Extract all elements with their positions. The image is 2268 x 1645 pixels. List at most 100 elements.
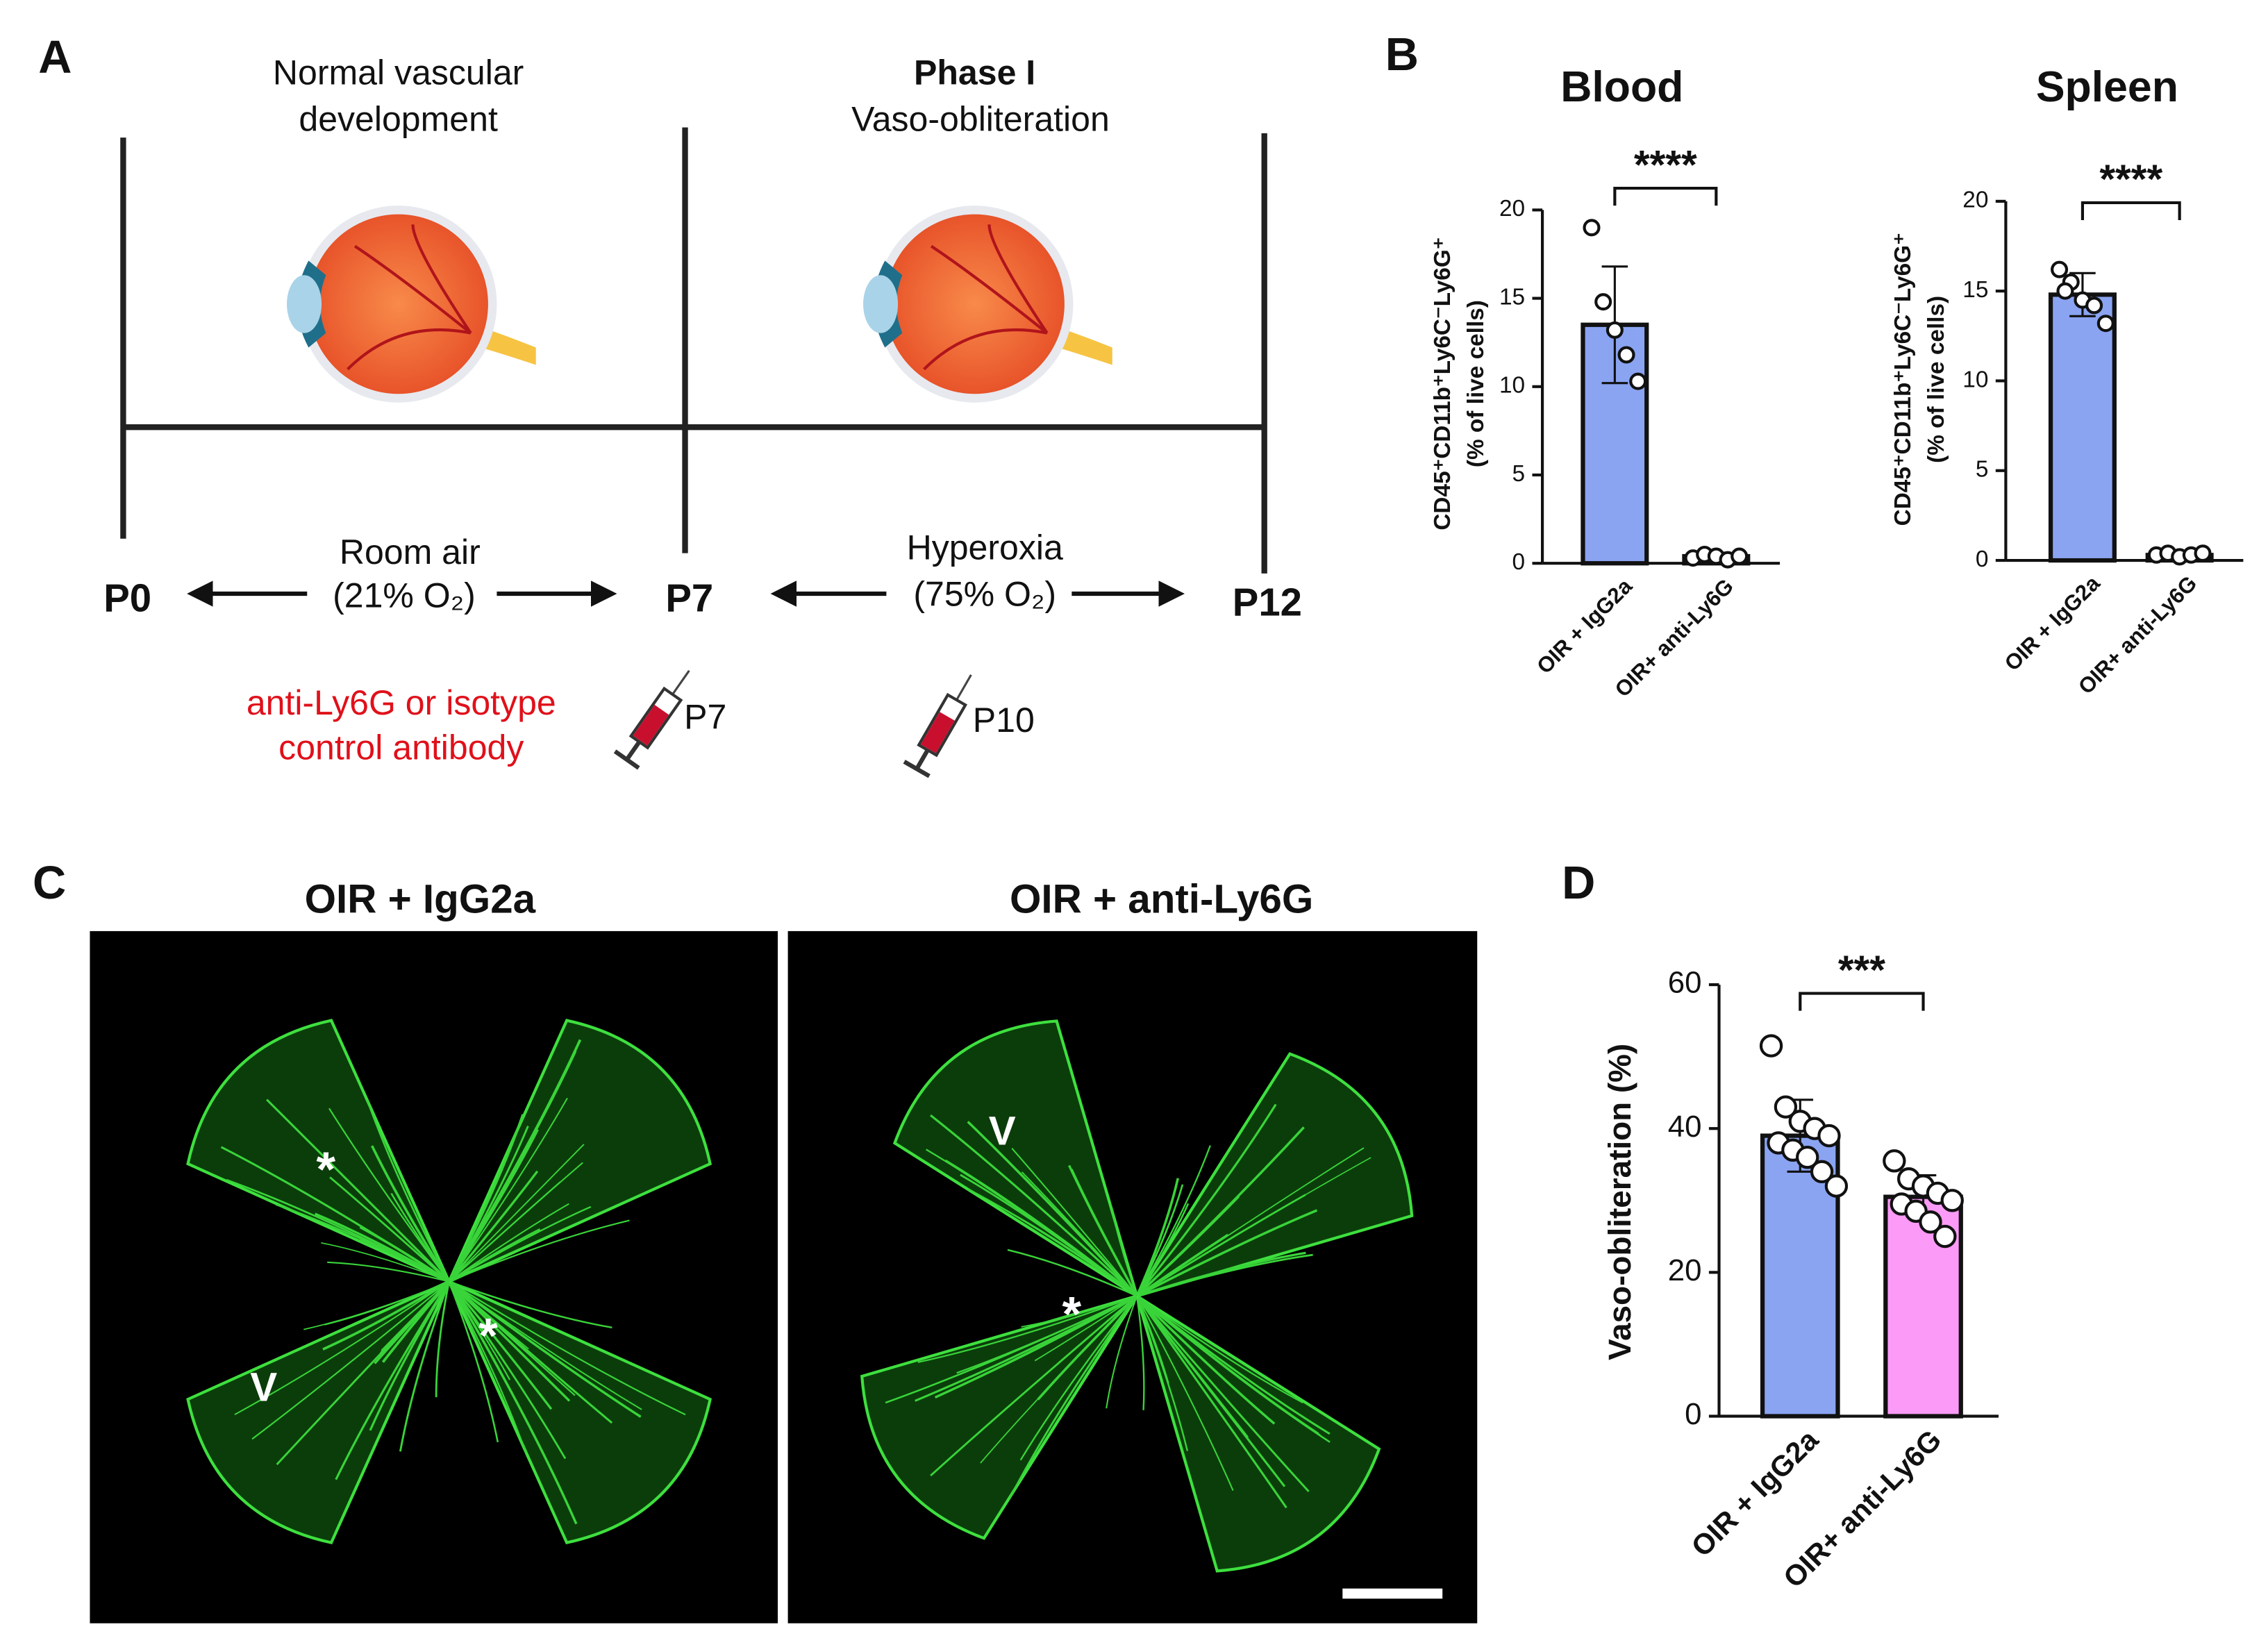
condition: (21% O₂) [333, 576, 476, 615]
vessel [324, 1280, 449, 1326]
data-point [2056, 282, 2074, 300]
vessel [329, 1176, 450, 1283]
y-tick-label: 0 [1685, 1397, 1701, 1431]
timeline [120, 127, 1267, 574]
retina [186, 1019, 712, 1544]
vessel [930, 1114, 1138, 1297]
panel-letter: C [33, 858, 66, 909]
significance-bracket [1613, 187, 1718, 206]
data-point [1824, 1174, 1849, 1198]
vessel [1135, 1295, 1276, 1425]
x-tick-label: OIR + IgG2a [1532, 574, 1637, 678]
vessel [448, 1144, 585, 1283]
vessel [251, 1280, 450, 1440]
data-point [1919, 1210, 1942, 1234]
y-axis-label: Vaso-obliteration (%) [1601, 1044, 1637, 1360]
vessel [1135, 1103, 1277, 1297]
y-axis-label: (% of live cells) [1924, 296, 1949, 463]
vessel [448, 1280, 567, 1460]
image-mark: V [989, 1108, 1016, 1153]
condition: Hyperoxia [907, 528, 1063, 567]
vessel [1034, 1295, 1137, 1362]
y-tick-label: 20 [1668, 1253, 1702, 1287]
vessel [335, 1280, 450, 1480]
heading: Phase I [914, 53, 1035, 92]
vessel [448, 1280, 576, 1396]
retina-lobe [892, 1019, 1140, 1300]
timepoint: P0 [103, 576, 151, 619]
retina-lobe [1133, 1052, 1414, 1299]
vessel [359, 1239, 450, 1283]
image-mark: * [1062, 1287, 1082, 1342]
data-point [1594, 293, 1612, 311]
retina-tissue [892, 1019, 1140, 1300]
vessel [1106, 1296, 1138, 1409]
chart-title: Blood [1560, 62, 1683, 111]
y-tick-label: 15 [1962, 277, 1988, 303]
data-point [2051, 260, 2069, 278]
vessel [371, 1145, 451, 1283]
data-point [1617, 346, 1635, 364]
retina-lobe [446, 1278, 712, 1544]
y-tick-label: 10 [1962, 367, 1988, 392]
vessel [449, 1280, 612, 1329]
data-point [1606, 321, 1624, 339]
vessel [1136, 1295, 1303, 1404]
vessel [1135, 1178, 1180, 1297]
data-point [1810, 1160, 1834, 1184]
y-tick-label: 15 [1499, 284, 1525, 310]
heading: Vaso-obliteration [851, 99, 1110, 138]
bar [2048, 292, 2117, 563]
significance: **** [2099, 157, 2162, 202]
vessel [1011, 1147, 1137, 1297]
data-point [1883, 1149, 1906, 1173]
timepoint: P12 [1233, 581, 1302, 624]
vessel [1037, 1295, 1138, 1401]
vessel [1135, 1295, 1249, 1439]
vessel [1136, 1295, 1321, 1436]
vessel [967, 1188, 1137, 1297]
syringe-icon [903, 674, 972, 778]
data-point [1731, 547, 1749, 565]
vessel [1136, 1253, 1313, 1297]
retina-tissue [186, 1278, 452, 1544]
data-point [1796, 1145, 1819, 1169]
vessel [448, 1280, 553, 1410]
vessel [449, 1205, 592, 1283]
vessel [266, 1099, 450, 1283]
vessel [1136, 1145, 1211, 1296]
retina-lobe [186, 1278, 452, 1544]
vessel [448, 1170, 539, 1283]
vessel [956, 1295, 1137, 1374]
injection: P10 [973, 701, 1035, 740]
panel-letter: B [1385, 29, 1419, 81]
significance-bracket [1799, 992, 1925, 1011]
data-point [1583, 219, 1601, 237]
vessel [1019, 1295, 1138, 1461]
vessel [321, 1242, 449, 1283]
y-tick-label: 60 [1668, 966, 1702, 1000]
y-tick-label: 0 [1976, 546, 1989, 572]
condition: Room air [340, 533, 481, 571]
retina-lobe [1134, 1292, 1381, 1573]
panel-letter: A [38, 32, 72, 83]
vessel [328, 1108, 450, 1283]
treatment: anti-Ly6G or isotype [247, 683, 556, 722]
y-tick-label: 0 [1512, 549, 1525, 575]
syringe-icon [613, 669, 690, 770]
panel-letter: D [1562, 858, 1595, 909]
vessel [1136, 1295, 1310, 1492]
vessel [448, 1039, 582, 1283]
vessel [448, 1280, 642, 1418]
data-point [1933, 1224, 1957, 1249]
vessel [448, 1280, 571, 1402]
vessel [449, 1219, 630, 1283]
retina-lobe [446, 1019, 712, 1285]
vessel [322, 1280, 450, 1351]
vessel [449, 1280, 686, 1416]
micrograph [90, 930, 778, 1623]
significance-bracket [2081, 201, 2181, 220]
vessel [930, 1295, 1138, 1477]
image-mark: * [317, 1142, 336, 1197]
